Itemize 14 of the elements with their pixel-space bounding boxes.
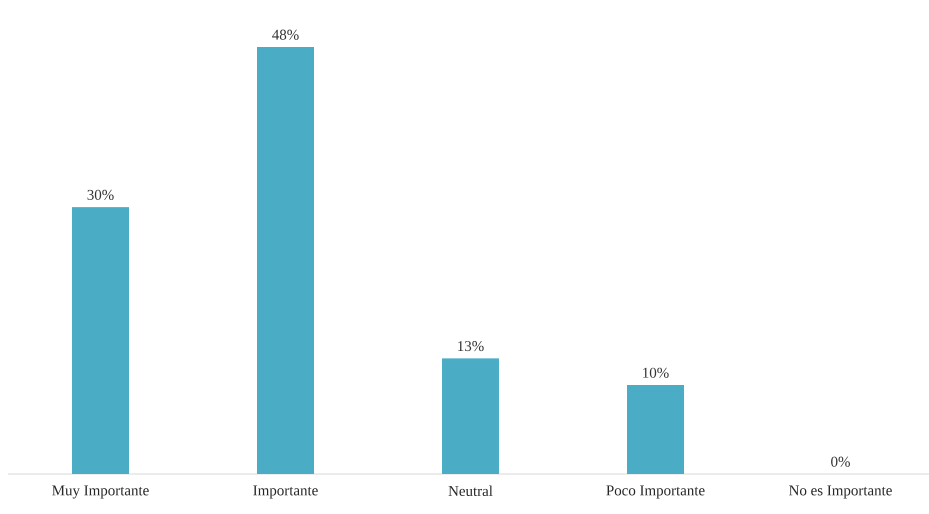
data-label: 10% <box>643 368 669 378</box>
bar <box>72 207 129 474</box>
x-tick-label: Importante <box>253 486 318 498</box>
x-tick-label: No es Importante <box>789 486 892 498</box>
data-label: 48% <box>272 30 299 40</box>
data-label: 0% <box>831 456 850 467</box>
x-tick-label: Poco Importante <box>606 486 705 498</box>
data-label: 13% <box>458 341 484 352</box>
data-label: 30% <box>88 190 114 200</box>
bar <box>257 46 314 474</box>
x-tick-label: Neutral <box>448 486 493 496</box>
x-tick-label: Muy Importante <box>52 486 149 499</box>
bar <box>627 385 684 474</box>
bar <box>442 358 500 474</box>
